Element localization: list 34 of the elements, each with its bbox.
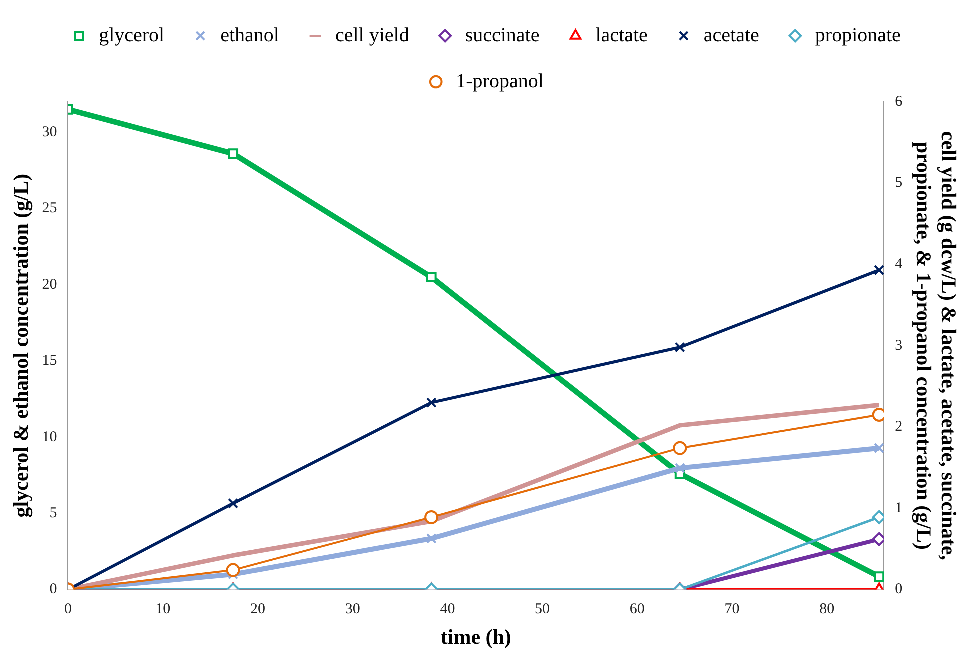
legend-label: cell yield <box>335 24 410 46</box>
x-tick-label: 80 <box>820 602 835 618</box>
x-tick-label: 50 <box>535 602 550 618</box>
x-tick-label: 10 <box>156 602 171 618</box>
y2-tick-label: 2 <box>895 419 903 436</box>
x-axis-title: time (h) <box>440 624 512 649</box>
y2-axis-title: cell yield (g dcw/L) & lactate, acetate, succinate, propionate, & 1-propanol concentration (g/L) <box>912 131 961 560</box>
x-tick-label: 60 <box>630 602 645 618</box>
y-tick-label: 0 <box>50 582 58 598</box>
legend-label: propionate <box>815 24 902 46</box>
y-tick-label: 30 <box>42 124 58 140</box>
y-tick-label: 20 <box>42 276 58 293</box>
x-tick-label: 0 <box>64 602 72 618</box>
x-tick-label: 70 <box>724 602 740 618</box>
legend-label: ethanol <box>220 24 280 46</box>
y-axis-title: glycerol & ethanol concentration (g/L) <box>9 174 34 518</box>
x-tick-label: 40 <box>440 602 456 618</box>
y2-tick-label: 0 <box>895 582 903 598</box>
y2-tick-label: 6 <box>895 94 904 110</box>
x-tick-label: 20 <box>250 602 266 618</box>
legend-label: lactate <box>596 24 648 46</box>
y-tick-label: 10 <box>42 429 58 446</box>
y2-tick-label: 4 <box>895 256 904 273</box>
y-tick-label: 25 <box>42 200 58 217</box>
legend-label: glycerol <box>99 24 166 46</box>
legend-label: acetate <box>704 24 760 46</box>
y2-tick-label: 5 <box>895 175 903 192</box>
x-tick-label: 30 <box>345 602 360 618</box>
y2-tick-label: 1 <box>895 500 903 516</box>
legend-label: 1-propanol <box>456 70 544 92</box>
legend-label: succinate <box>465 24 540 46</box>
y-tick-label: 15 <box>42 353 58 370</box>
y-tick-label: 5 <box>50 506 58 522</box>
y2-tick-label: 3 <box>895 338 903 354</box>
